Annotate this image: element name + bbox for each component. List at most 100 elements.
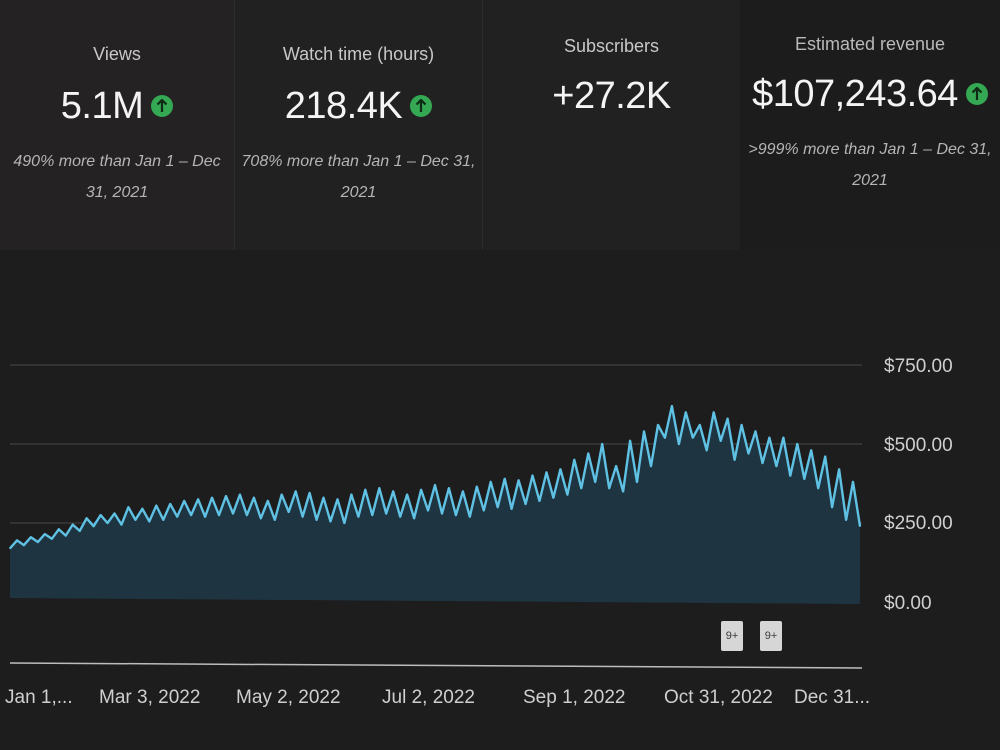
chart-point — [573, 459, 576, 461]
arrow-up-icon — [965, 83, 988, 105]
chart-point — [747, 452, 750, 455]
chart-point — [580, 487, 583, 489]
chart-point — [761, 462, 764, 464]
chart-point — [134, 519, 137, 521]
chart-point — [58, 528, 60, 531]
chart-point — [413, 517, 415, 520]
metric-value-row: 5.1M — [0, 84, 234, 128]
chart-point — [239, 493, 241, 496]
chart-point — [650, 465, 652, 467]
chart-point — [740, 424, 743, 426]
y-tick-label: $250.00 — [884, 513, 953, 534]
chart-point — [831, 506, 833, 509]
metric-value: 218.4K — [284, 84, 403, 127]
chart-point — [37, 541, 39, 543]
metric-card-revenue[interactable]: Estimated revenue $107,243.64 >999% more… — [740, 0, 1000, 250]
chart-point — [538, 500, 541, 502]
chart-point — [246, 514, 248, 516]
chart-point — [211, 496, 213, 499]
y-tick-label: $0.00 — [884, 593, 932, 614]
chart-point — [120, 523, 123, 526]
chart-point — [782, 436, 785, 439]
chart-point — [183, 500, 185, 502]
arrow-up-icon — [151, 95, 174, 117]
chart-point — [608, 487, 610, 489]
chart-point — [280, 493, 283, 496]
chart-point — [636, 481, 638, 483]
x-tick-label: Dec 31... — [794, 687, 871, 708]
chart-point — [44, 533, 46, 535]
chart-point — [517, 479, 520, 482]
chart-point — [218, 514, 220, 516]
metric-label: Subscribers — [563, 36, 660, 56]
chart-point — [399, 515, 402, 518]
metric-label: Views — [93, 44, 141, 64]
chart-point — [489, 481, 492, 483]
chart-point — [712, 411, 715, 414]
chart-point — [155, 504, 158, 507]
metric-value-row: $107,243.64 — [740, 72, 1000, 116]
chart-point — [434, 484, 436, 486]
y-tick-label: $750.00 — [884, 356, 953, 377]
chart-point — [664, 436, 666, 439]
chart-point — [225, 495, 227, 497]
x-tick-label: Sep 1, 2022 — [523, 687, 626, 708]
chart-point — [678, 443, 680, 445]
metric-value-row: +27.2K — [483, 74, 740, 118]
chart-point — [643, 430, 645, 433]
x-tick-label: Jan 1,... — [5, 687, 73, 708]
chart-points — [9, 405, 861, 550]
x-tick-label: May 2, 2022 — [236, 687, 341, 708]
chart-point — [23, 544, 25, 546]
chart-point — [294, 490, 297, 493]
chart-point — [127, 506, 130, 509]
chart-point — [190, 514, 192, 516]
chart-point — [657, 424, 659, 426]
metric-comparison: 490% more than Jan 1 – Dec 31, 2021 — [13, 153, 221, 201]
chart-point — [692, 436, 694, 439]
chart-point — [768, 436, 771, 439]
chart-point — [448, 487, 450, 489]
chart-point — [197, 498, 199, 501]
chart-point — [545, 471, 548, 474]
chart-point — [308, 492, 311, 494]
chart-point — [719, 440, 722, 442]
annotation-badge[interactable]: 9+ — [760, 621, 782, 651]
chart-point — [510, 508, 513, 510]
chart-point — [455, 514, 457, 516]
chart-point — [176, 515, 178, 518]
metric-card-subscribers[interactable]: Subscribers +27.2K — [483, 0, 740, 250]
chart-point — [357, 515, 360, 518]
chart-point — [78, 530, 81, 532]
arrow-up-icon — [410, 95, 433, 117]
chart-point — [106, 522, 109, 524]
chart-point — [601, 443, 603, 445]
metric-comparison: >999% more than Jan 1 – Dec 31, 2021 — [748, 141, 992, 189]
chart-point — [51, 538, 53, 540]
metric-value: +27.2K — [552, 74, 671, 117]
chart-point — [587, 452, 590, 455]
annotation-badge[interactable]: 9+ — [721, 621, 743, 651]
metric-card-views[interactable]: Views 5.1M 490% more than Jan 1 – Dec 31… — [0, 0, 235, 250]
chart-point — [274, 519, 276, 521]
chart-point — [441, 512, 443, 515]
metrics-row: Views 5.1M 490% more than Jan 1 – Dec 31… — [0, 0, 740, 250]
chart-point — [260, 517, 262, 520]
chart-point — [16, 539, 18, 542]
metric-card-watch-time[interactable]: Watch time (hours) 218.4K 708% more than… — [235, 0, 483, 250]
revenue-chart[interactable]: $750.00 $500.00 $250.00 $0.00 9+ 9+ Jan … — [0, 250, 1000, 750]
chart-point — [754, 430, 757, 433]
chart-point — [385, 512, 388, 515]
chart-point — [169, 503, 171, 505]
chart-point — [30, 536, 32, 538]
chart-point — [810, 449, 812, 452]
chart-point — [469, 515, 471, 518]
chart-point — [232, 512, 234, 515]
chart-point — [427, 509, 429, 512]
metric-value: $107,243.64 — [752, 72, 958, 115]
chart-point — [566, 493, 569, 496]
chart-point — [378, 487, 381, 489]
chart-point — [141, 508, 144, 510]
chart-area-fill — [10, 406, 860, 604]
chart-point — [852, 481, 854, 483]
